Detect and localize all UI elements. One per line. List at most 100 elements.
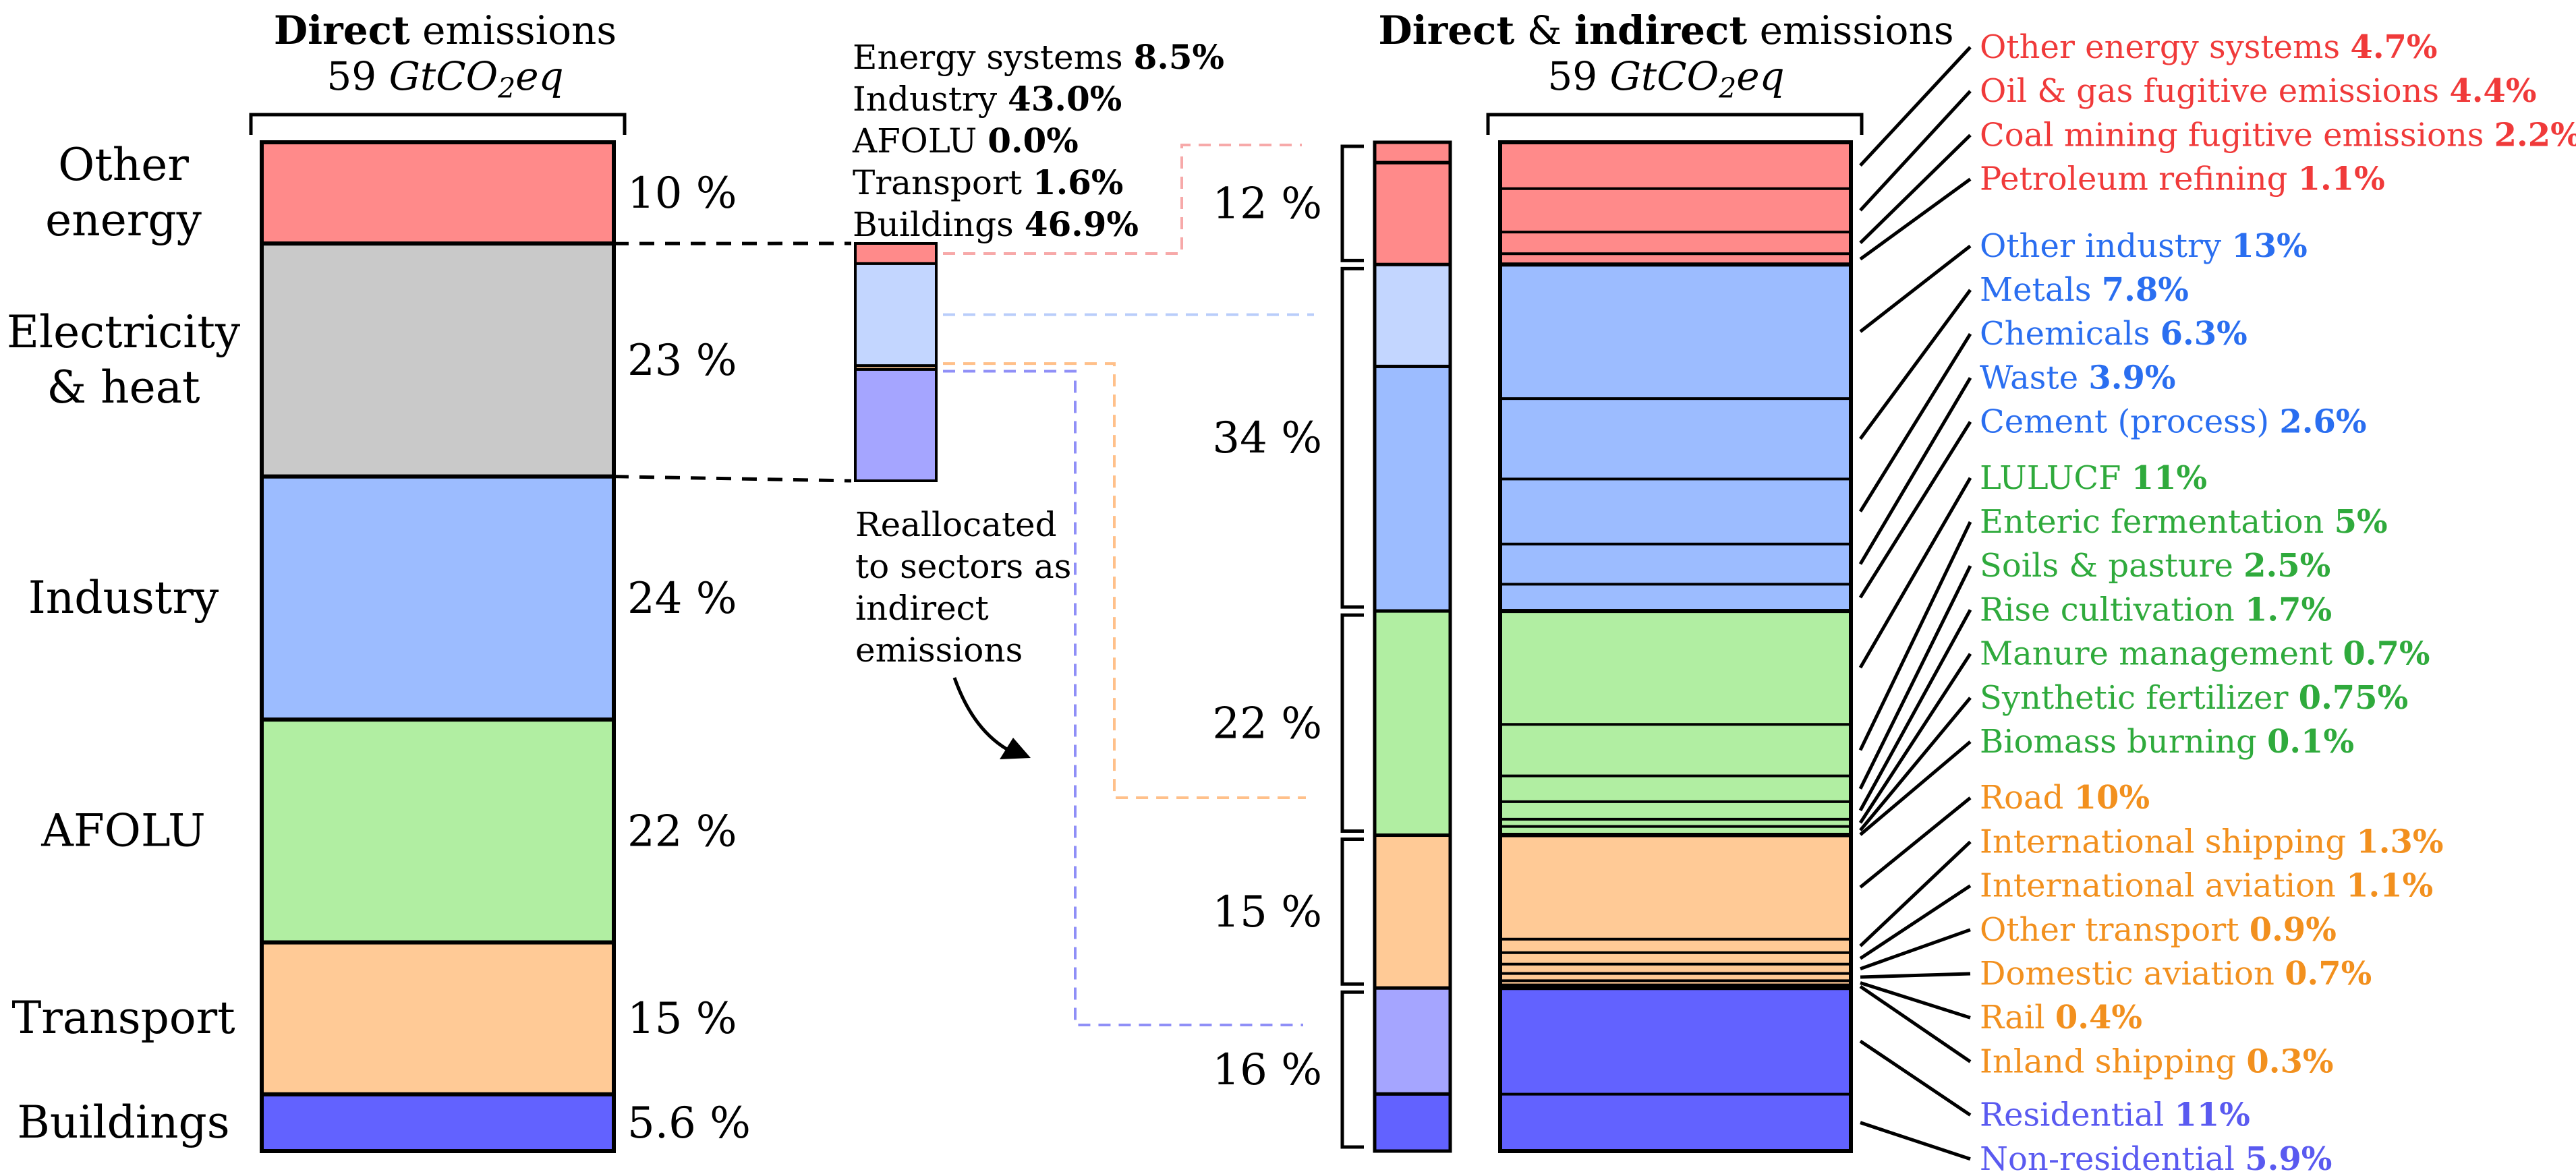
- group-value-transport: 15 %: [1212, 887, 1322, 937]
- leader-line-international-aviation: [1859, 884, 1972, 960]
- group-value-industry: 34 %: [1212, 413, 1322, 463]
- direct-bar-other-energy: [260, 140, 616, 246]
- split-direct-transport: [1373, 833, 1452, 990]
- combined-bar-industry: [1498, 262, 1853, 614]
- direct-title: Direct emissions: [274, 7, 617, 53]
- realloc-line-transport: [943, 362, 1306, 799]
- leader-line-other-energy-systems: [1859, 46, 1972, 167]
- realloc-legend-energy-systems: Energy systems 8.5%: [853, 37, 1224, 77]
- split-indirect-industry: [1373, 262, 1452, 368]
- subsector-label-oil-and-gas-fugitive-emissions: Oil & gas fugitive emissions 4.4%: [1980, 72, 2536, 110]
- subsector-label-lulucf: LULUCF 11%: [1980, 459, 2207, 497]
- leader-line-international-shipping: [1859, 840, 1972, 947]
- realloc-bar-buildings: [854, 368, 938, 482]
- direct-value-afolu: 22 %: [627, 806, 737, 856]
- leader-line-manure-management: [1858, 653, 1972, 824]
- subsector-label-waste: Waste 3.9%: [1980, 359, 2176, 397]
- split-indirect-buildings: [1373, 986, 1452, 1096]
- realloc-note: to sectors as: [855, 547, 1071, 586]
- realloc-note: Reallocated: [855, 505, 1057, 544]
- split-direct-afolu: [1373, 609, 1452, 838]
- leader-line-metals: [1858, 289, 1972, 440]
- direct-value-transport: 15 %: [627, 994, 737, 1044]
- group-value-buildings: 16 %: [1212, 1045, 1322, 1095]
- subsector-label-other-energy-systems: Other energy systems 4.7%: [1980, 28, 2438, 66]
- direct-value-electricity-and-heat: 23 %: [627, 336, 737, 386]
- subsector-label-metals: Metals 7.8%: [1980, 271, 2189, 309]
- direct-label-electricity-and-heat: Electricity: [7, 306, 241, 358]
- leader-line-waste: [1858, 377, 1972, 565]
- subsector-label-enteric-fermentation: Enteric fermentation 5%: [1980, 503, 2388, 541]
- subsector-label-synthetic-fertilizer: Synthetic fertilizer 0.75%: [1980, 679, 2408, 717]
- realloc-legend-buildings: Buildings 46.9%: [853, 204, 1139, 244]
- subsector-label-non-residential: Non-residential 5.9%: [1980, 1140, 2332, 1174]
- direct-label-other-energy: energy: [45, 194, 202, 246]
- combined-bar-transport: [1498, 833, 1853, 991]
- leader-line-rise-cultivation: [1858, 609, 1972, 812]
- subsector-label-inland-shipping: Inland shipping 0.3%: [1980, 1043, 2333, 1080]
- combined-bar-buildings: [1498, 986, 1853, 1153]
- group-value-afolu: 22 %: [1212, 699, 1322, 749]
- leader-line-oil-and-gas-fugitive-emissions: [1859, 90, 1972, 212]
- leader-line-chemicals: [1858, 332, 1972, 512]
- group-bracket-energy: [1340, 144, 1364, 262]
- leader-line-road: [1859, 796, 1972, 889]
- subsector-label-soils-and-pasture: Soils & pasture 2.5%: [1980, 547, 2330, 585]
- realloc-line-energy: [943, 144, 1302, 255]
- leader-line-petroleum-refining: [1859, 177, 1972, 261]
- group-bracket-transport: [1340, 838, 1364, 986]
- subsector-label-other-transport: Other transport 0.9%: [1980, 911, 2337, 949]
- split-direct-energy: [1373, 160, 1452, 266]
- combined-title: Direct & indirect emissions: [1378, 7, 1953, 53]
- realloc-note: emissions: [855, 630, 1023, 670]
- realloc-legend-industry: Industry 43.0%: [853, 79, 1122, 119]
- bars-layer: [249, 113, 1864, 1154]
- direct-label-afolu: AFOLU: [40, 804, 205, 856]
- group-bracket-buildings: [1340, 990, 1364, 1149]
- realloc-legend-transport: Transport 1.6%: [853, 163, 1123, 202]
- leader-line-other-industry: [1859, 244, 1972, 333]
- elec-dash-bottom: [613, 475, 852, 483]
- direct-bar-electricity-and-heat: [260, 241, 616, 479]
- realloc-bar-industry: [854, 262, 938, 368]
- subsector-label-rail: Rail 0.4%: [1980, 999, 2142, 1036]
- direct-value-other-energy: 10 %: [627, 169, 737, 218]
- leader-line-soils-and-pasture: [1858, 565, 1972, 790]
- leader-line-inland-shipping: [1859, 985, 1972, 1063]
- realloc-bar-energy-systems: [854, 242, 938, 265]
- subsector-label-manure-management: Manure management 0.7%: [1980, 635, 2430, 673]
- direct-label-buildings: Buildings: [17, 1096, 229, 1148]
- subsector-label-rise-cultivation: Rise cultivation 1.7%: [1980, 591, 2332, 628]
- direct-bracket: [249, 113, 627, 135]
- leader-line-non-residential: [1860, 1121, 1971, 1161]
- group-bracket-industry: [1340, 266, 1364, 609]
- subsector-label-road: Road 10%: [1980, 779, 2150, 817]
- split-direct-industry: [1373, 364, 1452, 613]
- leader-line-cement-process: [1858, 421, 1972, 599]
- realloc-legend-afolu: AFOLU 0.0%: [852, 121, 1079, 160]
- subsector-label-international-shipping: International shipping 1.3%: [1980, 823, 2443, 860]
- direct-label-transport: Transport: [11, 992, 235, 1044]
- group-bracket-afolu: [1340, 613, 1364, 833]
- connector-layer: [613, 46, 1972, 1161]
- realloc-arrow: [952, 677, 1017, 756]
- subsector-label-coal-mining-fugitive-emissions: Coal mining fugitive emissions 2.2%: [1980, 116, 2576, 154]
- split-direct-buildings: [1373, 1092, 1452, 1153]
- subsector-label-other-industry: Other industry 13%: [1980, 227, 2308, 265]
- leader-line-biomass-burning: [1859, 740, 1972, 836]
- direct-bar-transport: [260, 940, 616, 1096]
- direct-bar-afolu: [260, 717, 616, 945]
- direct-value-buildings: 5.6 %: [627, 1098, 751, 1148]
- realloc-line-buildings: [943, 370, 1303, 1026]
- subsector-label-domestic-aviation: Domestic aviation 0.7%: [1980, 955, 2372, 993]
- realloc-note: indirect: [855, 589, 989, 628]
- group-value-energy: 12 %: [1212, 179, 1322, 229]
- combined-bracket: [1486, 113, 1864, 135]
- direct-bar-buildings: [260, 1092, 616, 1154]
- leader-line-other-transport: [1860, 928, 1971, 971]
- leader-line-enteric-fermentation: [1858, 521, 1972, 751]
- leader-line-lulucf: [1858, 477, 1972, 669]
- direct-label-other-energy: Other: [58, 139, 189, 191]
